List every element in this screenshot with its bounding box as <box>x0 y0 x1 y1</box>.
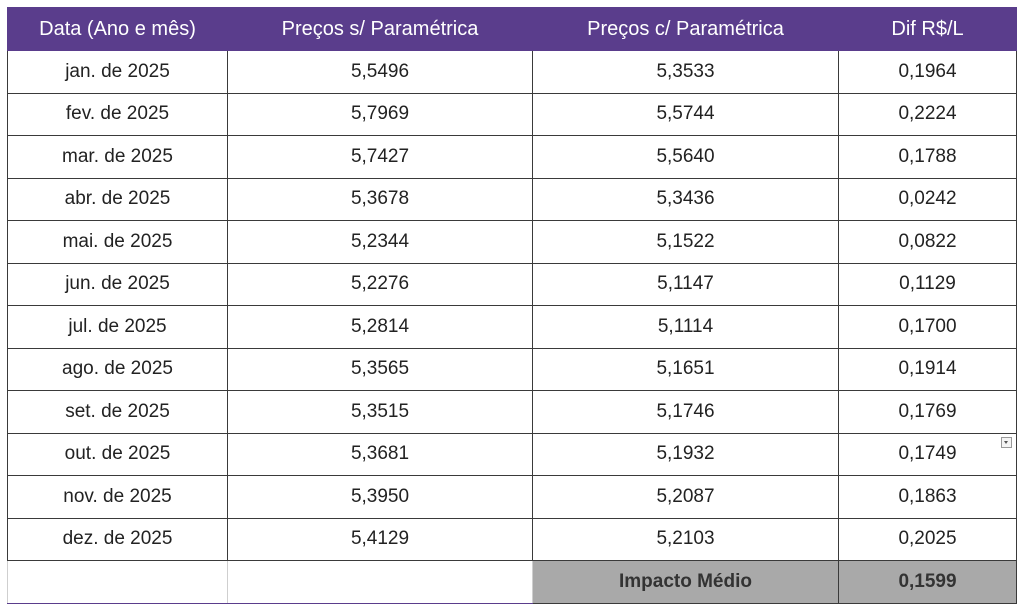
month-cell: set. de 2025 <box>7 390 228 434</box>
data-table: Data (Ano e mês) Preços s/ Paramétrica Pre… <box>7 7 1017 604</box>
value-cell: 5,3436 <box>532 177 839 221</box>
month-cell: mai. de 2025 <box>7 220 228 264</box>
table-row: ago. de 2025 5,3565 5,1651 0,1914 <box>7 347 1017 391</box>
table-row: set. de 2025 5,3515 5,1746 0,1769 <box>7 390 1017 434</box>
value-cell: 5,1746 <box>532 390 839 434</box>
month-cell: jan. de 2025 <box>7 50 228 94</box>
table-row: mai. de 2025 5,2344 5,1522 0,0822 <box>7 220 1017 264</box>
table-container: Data (Ano e mês) Preços s/ Paramétrica Pre… <box>7 7 1017 604</box>
value-cell: 5,4129 <box>227 517 533 561</box>
value-cell: 0,2025 <box>838 517 1017 561</box>
value-cell: 0,0242 <box>838 177 1017 221</box>
value-cell: 0,1700 <box>838 305 1017 349</box>
header-cell: Data (Ano e mês) <box>7 7 228 51</box>
footer-value: 0,1599 <box>838 560 1017 604</box>
value-cell: 0,1863 <box>838 475 1017 519</box>
value-cell: 5,1932 <box>532 432 839 476</box>
value-cell: 5,3678 <box>227 177 533 221</box>
month-cell: jul. de 2025 <box>7 305 228 349</box>
header-cell: Preços s/ Paramétrica <box>227 7 533 51</box>
table-row: nov. de 2025 5,3950 5,2087 0,1863 <box>7 475 1017 519</box>
footer-label: Impacto Médio <box>532 560 839 604</box>
value-cell: 5,3681 <box>227 432 533 476</box>
value-cell: 5,2814 <box>227 305 533 349</box>
value-cell: 5,2103 <box>532 517 839 561</box>
value-cell: 0,1964 <box>838 50 1017 94</box>
value-cell: 5,2276 <box>227 262 533 306</box>
value-cell: 5,3950 <box>227 475 533 519</box>
value-cell: 5,7427 <box>227 135 533 179</box>
table-row: jun. de 2025 5,2276 5,1147 0,1129 <box>7 262 1017 306</box>
header-row: Data (Ano e mês) Preços s/ Paramétrica Pre… <box>7 7 1017 51</box>
empty-cell <box>227 560 533 604</box>
value-cell: 0,2224 <box>838 92 1017 136</box>
footer-row: Impacto Médio 0,1599 <box>7 560 1017 604</box>
month-cell: mar. de 2025 <box>7 135 228 179</box>
value-cell: 0,1129 <box>838 262 1017 306</box>
value-cell: 5,2344 <box>227 220 533 264</box>
value-cell: 0,1769 <box>838 390 1017 434</box>
table-row: jan. de 2025 5,5496 5,3533 0,1964 <box>7 50 1017 94</box>
month-cell: out. de 2025 <box>7 432 228 476</box>
value-cell: 0,0822 <box>838 220 1017 264</box>
month-cell: nov. de 2025 <box>7 475 228 519</box>
value-cell: 0,1788 <box>838 135 1017 179</box>
value-cell: 5,3533 <box>532 50 839 94</box>
empty-cell <box>7 560 228 604</box>
value-cell: 5,1147 <box>532 262 839 306</box>
value-cell: 5,5640 <box>532 135 839 179</box>
value-cell: 5,1522 <box>532 220 839 264</box>
month-cell: jun. de 2025 <box>7 262 228 306</box>
value-cell: 5,3565 <box>227 347 533 391</box>
header-cell: Dif R$/L <box>838 7 1017 51</box>
value-cell: 5,5496 <box>227 50 533 94</box>
month-cell: abr. de 2025 <box>7 177 228 221</box>
table-row: out. de 2025 5,3681 5,1932 0,1749 <box>7 432 1017 476</box>
table-row: dez. de 2025 5,4129 5,2103 0,2025 <box>7 517 1017 561</box>
table-row: jul. de 2025 5,2814 5,1114 0,1700 <box>7 305 1017 349</box>
value-cell: 5,2087 <box>532 475 839 519</box>
dropdown-icon <box>1001 436 1012 448</box>
table-row: mar. de 2025 5,7427 5,5640 0,1788 <box>7 135 1017 179</box>
table-row: fev. de 2025 5,7969 5,5744 0,2224 <box>7 92 1017 136</box>
value-cell: 5,3515 <box>227 390 533 434</box>
month-cell: ago. de 2025 <box>7 347 228 391</box>
value-cell: 0,1749 <box>838 432 1017 476</box>
value-cell: 0,1914 <box>838 347 1017 391</box>
value-cell: 5,7969 <box>227 92 533 136</box>
value-cell: 5,5744 <box>532 92 839 136</box>
value-cell: 5,1651 <box>532 347 839 391</box>
month-cell: fev. de 2025 <box>7 92 228 136</box>
header-cell: Preços c/ Paramétrica <box>532 7 839 51</box>
month-cell: dez. de 2025 <box>7 517 228 561</box>
value-cell: 5,1114 <box>532 305 839 349</box>
table-row: abr. de 2025 5,3678 5,3436 0,0242 <box>7 177 1017 221</box>
